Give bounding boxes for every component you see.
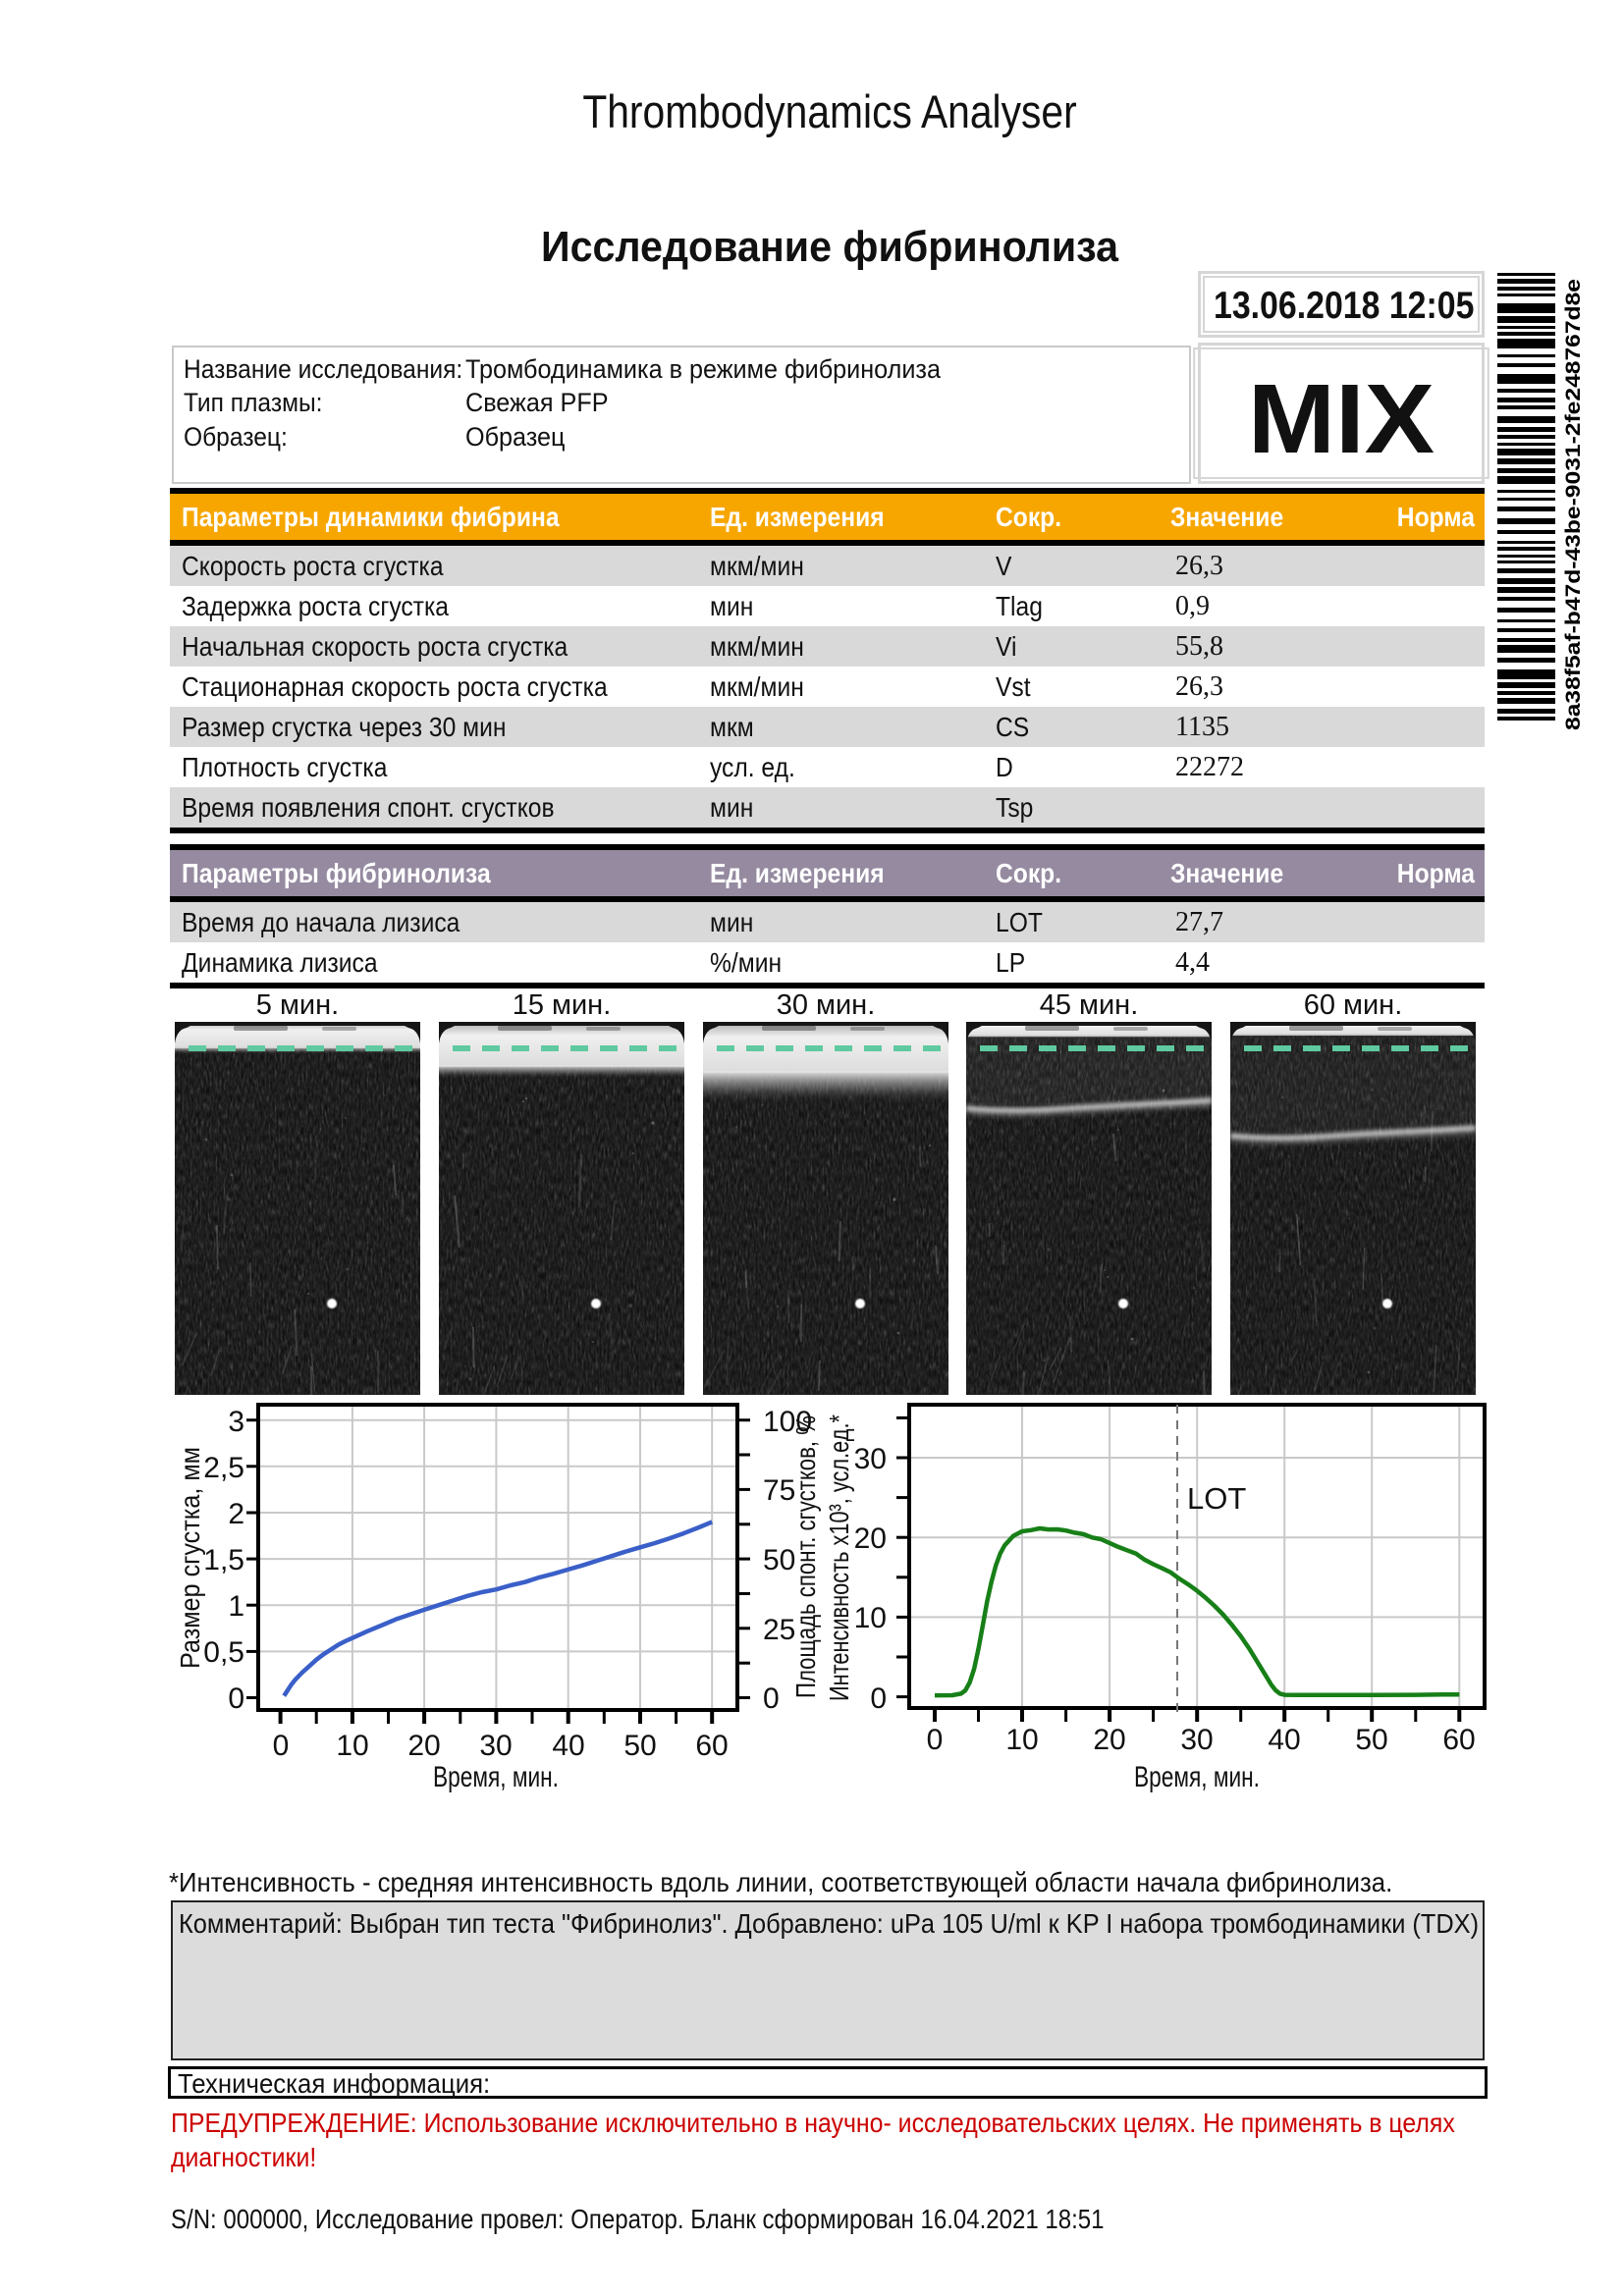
svg-text:10: 10 [336,1730,368,1762]
svg-text:60: 60 [695,1730,728,1762]
svg-text:Время, мин.: Время, мин. [433,1761,559,1793]
svg-text:Размер сгустка, мм: Размер сгустка, мм [175,1447,205,1669]
svg-text:0: 0 [228,1682,244,1715]
svg-text:10: 10 [854,1602,887,1634]
svg-text:10: 10 [1005,1724,1038,1756]
svg-text:Интенсивность x10³, усл.ед.*: Интенсивность x10³, усл.ед.* [824,1415,854,1701]
svg-text:0: 0 [273,1730,290,1762]
svg-text:LOT: LOT [1187,1481,1246,1516]
svg-text:30: 30 [479,1730,512,1762]
svg-text:75: 75 [763,1474,795,1507]
svg-text:0: 0 [870,1682,887,1715]
svg-text:30: 30 [1180,1724,1213,1756]
svg-text:40: 40 [552,1730,584,1762]
svg-text:40: 40 [1268,1724,1300,1756]
svg-text:0: 0 [763,1682,780,1715]
svg-text:Время, мин.: Время, мин. [1134,1761,1260,1793]
svg-text:30: 30 [854,1443,887,1475]
svg-text:20: 20 [1093,1724,1125,1756]
svg-text:0,5: 0,5 [203,1636,244,1669]
svg-text:2: 2 [228,1498,244,1530]
svg-text:25: 25 [763,1614,795,1646]
svg-text:1,5: 1,5 [203,1544,244,1576]
svg-text:60: 60 [1442,1724,1475,1756]
svg-text:Площадь спонт. сгустков, %: Площадь спонт. сгустков, % [790,1415,821,1698]
svg-text:0: 0 [927,1724,944,1756]
svg-text:20: 20 [407,1730,440,1762]
svg-text:20: 20 [854,1522,887,1555]
svg-text:50: 50 [623,1730,656,1762]
svg-text:8a38f5af-b47d-43be-9031-2fe248: 8a38f5af-b47d-43be-9031-2fe248767d8e [1562,279,1585,730]
svg-text:2,5: 2,5 [203,1452,244,1484]
svg-text:50: 50 [763,1544,795,1576]
svg-text:3: 3 [228,1406,244,1438]
svg-text:50: 50 [1355,1724,1387,1756]
svg-text:1: 1 [228,1590,244,1623]
svg-text:100: 100 [763,1406,812,1438]
